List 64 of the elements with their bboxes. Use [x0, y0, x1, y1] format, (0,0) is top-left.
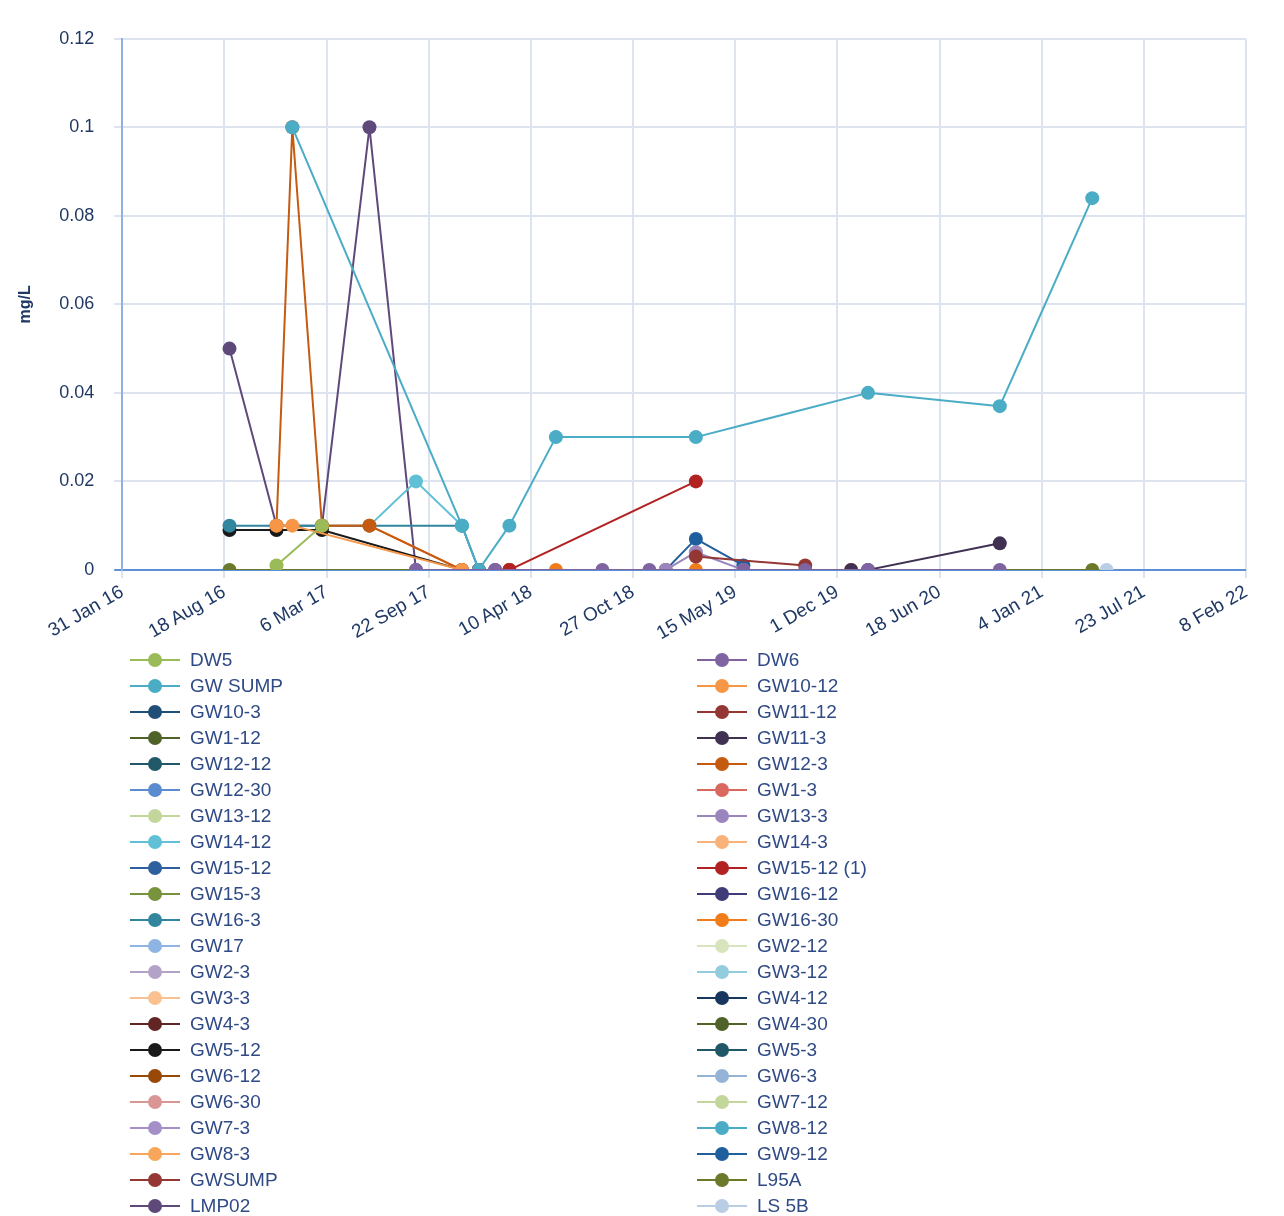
legend-label: DW5	[190, 649, 233, 671]
x-tick-label: 23 Jul 21	[1071, 580, 1149, 638]
legend-label: GWSUMP	[190, 1169, 278, 1191]
legend-label: GW1-12	[190, 727, 261, 749]
x-tick-label: 18 Aug 16	[144, 580, 230, 642]
legend-label: GW2-12	[757, 935, 828, 957]
legend-label: GW12-3	[757, 753, 828, 775]
x-tick-label: 1 Dec 19	[765, 580, 842, 637]
legend-label: GW6-30	[190, 1091, 261, 1113]
legend-label: GW1-3	[757, 779, 818, 801]
legend-label: GW3-3	[190, 987, 251, 1009]
x-tick-label: 27 Oct 18	[555, 580, 638, 640]
legend-label: GW10-12	[757, 675, 839, 697]
x-tick-label: 6 Mar 17	[255, 580, 332, 637]
y-tick-label: 0.1	[69, 116, 95, 137]
legend-label: L95A	[757, 1169, 802, 1191]
y-axis-title: mg/L	[16, 285, 34, 324]
legend-label: GW7-3	[190, 1117, 251, 1139]
x-tick-label: 8 Feb 22	[1175, 580, 1251, 637]
y-tick-label: 0.08	[59, 204, 95, 225]
x-tick-label: 4 Jan 21	[972, 580, 1047, 636]
legend-label: DW6	[757, 649, 800, 671]
legend-label: LS 5B	[757, 1195, 809, 1216]
legend-label: GW4-3	[190, 1013, 251, 1035]
legend-label: GW11-3	[757, 727, 827, 749]
legend-label: GW16-30	[757, 909, 839, 931]
x-tick-label: 10 Apr 18	[454, 580, 536, 640]
legend-label: GW14-12	[190, 831, 272, 853]
legend-label: GW10-3	[190, 701, 261, 723]
legend-label: GW16-3	[190, 909, 261, 931]
legend-label: GW14-3	[757, 831, 828, 853]
legend-label: GW4-30	[757, 1013, 828, 1035]
legend-label: GW15-3	[190, 883, 261, 905]
x-tick-label: 18 Jun 20	[861, 580, 945, 641]
legend-label: GW15-12 (1)	[757, 857, 867, 879]
legend-label: GW16-12	[757, 883, 839, 905]
legend-label: GW8-12	[757, 1117, 828, 1139]
y-tick-label: 0.04	[59, 381, 95, 402]
y-tick-label: 0.02	[59, 470, 95, 491]
x-tick-label: 31 Jan 16	[44, 580, 127, 641]
legend-label: GW11-12	[757, 701, 837, 723]
y-tick-label: 0.06	[59, 293, 95, 314]
legend-label: GW5-3	[757, 1039, 818, 1061]
legend-label: GW8-3	[190, 1143, 251, 1165]
legend-label: GW13-12	[190, 805, 272, 827]
legend-label: GW6-12	[190, 1065, 261, 1087]
legend-label: GW12-12	[190, 753, 272, 775]
legend-label: GW2-3	[190, 961, 251, 983]
legend-label: GW9-12	[757, 1143, 828, 1165]
legend-label: GW7-12	[757, 1091, 828, 1113]
x-tick-label: 15 May 19	[652, 580, 740, 644]
x-tick-label: 22 Sep 17	[347, 580, 434, 643]
legend-label: GW17	[190, 935, 244, 957]
y-tick-label: 0	[84, 558, 95, 579]
legend-label: GW SUMP	[190, 675, 283, 697]
legend-label: GW5-12	[190, 1039, 261, 1061]
legend-label: GW3-12	[757, 961, 828, 983]
legend-label: GW4-12	[757, 987, 828, 1009]
legend-label: GW13-3	[757, 805, 828, 827]
legend-label: GW6-3	[757, 1065, 818, 1087]
legend-label: GW15-12	[190, 857, 272, 879]
legend-label: GW12-30	[190, 779, 272, 801]
y-tick-label: 0.12	[59, 27, 95, 48]
legend-label: LMP02	[190, 1195, 251, 1216]
